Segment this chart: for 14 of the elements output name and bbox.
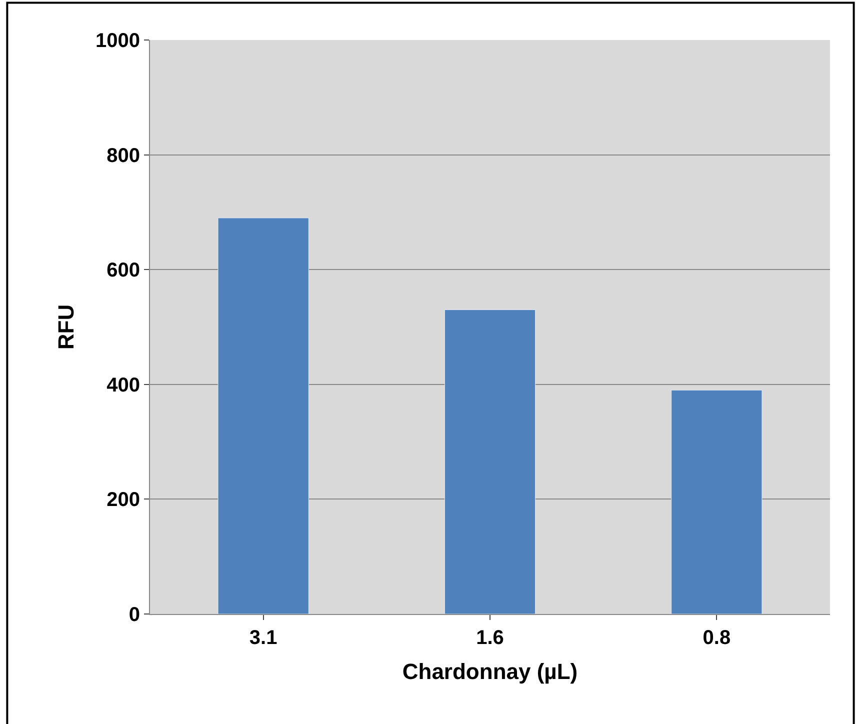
y-axis-title: RFU bbox=[53, 304, 78, 350]
x-tick-label: 0.8 bbox=[702, 627, 731, 649]
y-tick-label: 200 bbox=[106, 489, 140, 512]
y-tick-label: 400 bbox=[106, 374, 140, 396]
x-axis-title: Chardonnay (µL) bbox=[402, 658, 578, 684]
x-tick-label: 3.1 bbox=[249, 627, 278, 649]
bar bbox=[444, 310, 536, 614]
x-tick-label: 1.6 bbox=[476, 627, 504, 649]
y-tick-label: 600 bbox=[106, 260, 140, 282]
y-tick-label: 1000 bbox=[96, 30, 140, 52]
bar bbox=[218, 218, 309, 614]
y-tick-label: 0 bbox=[128, 604, 140, 626]
y-tick-label: 800 bbox=[106, 144, 140, 167]
bar bbox=[671, 390, 762, 614]
